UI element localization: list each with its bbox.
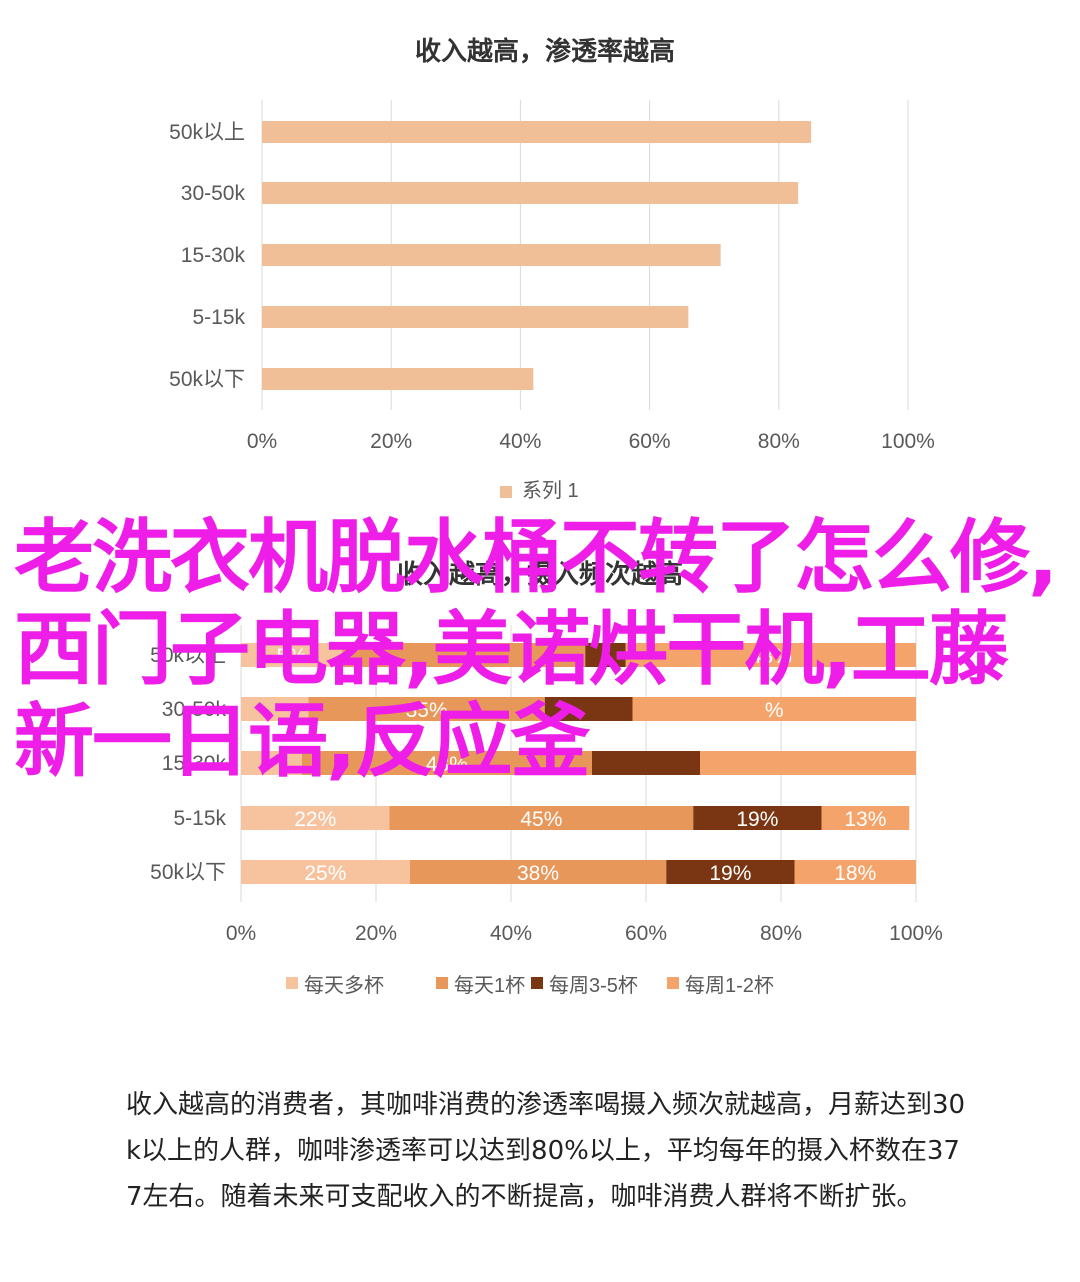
body-paragraph: 收入越高的消费者，其咖啡消费的渗透率喝摄入频次就越高，月薪达到30k以上的人群，… bbox=[126, 1090, 966, 1212]
chart-2-bar-segment bbox=[625, 643, 916, 667]
chart-2-bar-segment bbox=[632, 697, 916, 721]
overlay-title: 老洗衣机脱水桶不转了怎么修,西门子电器,美诺烘干机,工藤新一日语,反应釜 bbox=[14, 511, 1058, 788]
chart-1-bar bbox=[262, 306, 689, 328]
chart-2-legend: 每天多杯 每天1杯 每周3-5杯 每周1-2杯 bbox=[286, 974, 774, 997]
chart-2-legend-label: 每天多杯 bbox=[304, 974, 384, 997]
chart-2-data-label: 18% bbox=[834, 862, 876, 885]
chart-2-legend-label: 每天1杯 bbox=[454, 974, 525, 997]
chart-1-y-tick-label: 15-30k bbox=[181, 244, 246, 267]
chart-1-x-tick-label: 80% bbox=[758, 430, 800, 453]
chart-2-bar-segment bbox=[409, 860, 667, 884]
chart-2-data-label: 35% bbox=[406, 699, 448, 722]
chart-2-bar-segment bbox=[241, 697, 309, 721]
chart-1-title: 收入越高，渗透率越高 bbox=[415, 36, 675, 66]
chart-2-x-tick-label: 0% bbox=[226, 922, 256, 945]
chart-2-legend-item: 每周1-2杯 bbox=[667, 974, 774, 997]
chart-1-x-tick-label: 60% bbox=[629, 430, 671, 453]
chart-1-y-tick-label: 30-50k bbox=[181, 182, 246, 205]
chart-2-bar-segment bbox=[241, 751, 302, 775]
chart-1-x-tick-label: 40% bbox=[499, 430, 541, 453]
chart-2-bar-segment bbox=[700, 751, 916, 775]
chart-2-data-label: 43% bbox=[426, 753, 468, 776]
chart-2-legend-label: 每周1-2杯 bbox=[685, 974, 774, 997]
chart-2-data-label: 13% bbox=[844, 808, 886, 831]
chart-2-y-tick-label: 30-50k bbox=[162, 698, 227, 721]
chart-2-bar-segment bbox=[241, 860, 410, 884]
chart-2-x-tick-label: 60% bbox=[625, 922, 667, 945]
chart-2-data-label: 5% bbox=[276, 645, 306, 668]
chart-1-y-tick-label: 50k以上 bbox=[169, 121, 245, 144]
chart-2-legend-swatch bbox=[286, 977, 298, 989]
chart-1-bar bbox=[262, 368, 534, 390]
chart-2-title: 收入越高，摄入频次越高 bbox=[397, 559, 683, 589]
chart-1-penetration: 收入越高，渗透率越高 50k以上 30-50k 15-30k 5-15k 50k以下 0… bbox=[169, 36, 935, 502]
chart-2-data-label: % bbox=[765, 699, 784, 722]
chart-2-y-tick-label: 5-15k bbox=[173, 807, 226, 830]
chart-1-x-tick-label: 0% bbox=[247, 430, 277, 453]
chart-1-legend: 系列 1 bbox=[500, 479, 579, 502]
chart-2-bar-segment bbox=[308, 697, 545, 721]
chart-2-bar-segment bbox=[585, 643, 626, 667]
chart-2-legend-item: 每天1杯 bbox=[436, 974, 525, 997]
chart-2-x-tick-label: 100% bbox=[889, 922, 943, 945]
chart-2-data-label: 22% bbox=[294, 808, 336, 831]
chart-2-legend-item: 每周3-5杯 bbox=[531, 974, 638, 997]
chart-2-frequency: 收入越高，摄入频次越高 5% 43% 35% % 43% 22% 45% 19% 13% 25% 3… bbox=[150, 559, 943, 997]
chart-2-bar-segment bbox=[301, 751, 592, 775]
chart-2-data-label: 19% bbox=[709, 862, 751, 885]
chart-2-legend-swatch bbox=[531, 977, 543, 989]
chart-2-data-label: 43% bbox=[750, 645, 792, 668]
chart-1-bar bbox=[262, 182, 799, 204]
chart-2-bar-segment bbox=[666, 860, 795, 884]
chart-2-y-tick-label: 15-30k bbox=[162, 752, 227, 775]
chart-1-x-tick-label: 20% bbox=[370, 430, 412, 453]
chart-1-bar bbox=[262, 121, 812, 143]
chart-2-bar-segment bbox=[241, 643, 343, 667]
chart-2-bar-segment bbox=[389, 806, 694, 830]
chart-2-x-tick-label: 40% bbox=[490, 922, 532, 945]
chart-2-bar-segment bbox=[794, 860, 916, 884]
chart-2-data-label: 25% bbox=[304, 862, 346, 885]
chart-2-legend-item: 每天多杯 bbox=[286, 974, 384, 997]
chart-1-y-tick-label: 5-15k bbox=[192, 306, 245, 329]
chart-2-data-label: 45% bbox=[520, 808, 562, 831]
chart-1-bar bbox=[262, 244, 721, 266]
chart-2-bar-segment bbox=[693, 806, 822, 830]
chart-2-data-label: 38% bbox=[517, 862, 559, 885]
chart-2-x-tick-label: 80% bbox=[760, 922, 802, 945]
chart-2-legend-swatch bbox=[667, 977, 679, 989]
chart-2-y-tick-label: 50k以下 bbox=[150, 861, 226, 884]
chart-2-legend-swatch bbox=[436, 977, 448, 989]
chart-2-data-label: 19% bbox=[736, 808, 778, 831]
chart-2-bar-segment bbox=[592, 751, 700, 775]
chart-2-x-tick-label: 20% bbox=[355, 922, 397, 945]
chart-1-legend-label: 系列 1 bbox=[522, 479, 579, 502]
chart-2-y-tick-label: 50k以上 bbox=[150, 644, 226, 667]
chart-2-bar-segment bbox=[342, 643, 586, 667]
chart-1-y-tick-label: 50k以下 bbox=[169, 368, 245, 391]
chart-1-x-tick-label: 100% bbox=[881, 430, 935, 453]
chart-2-bar-segment bbox=[544, 697, 633, 721]
chart-2-bar-segment bbox=[821, 806, 910, 830]
chart-1-legend-swatch bbox=[500, 486, 512, 498]
chart-2-bar-segment bbox=[241, 806, 390, 830]
chart-2-legend-label: 每周3-5杯 bbox=[549, 974, 638, 997]
